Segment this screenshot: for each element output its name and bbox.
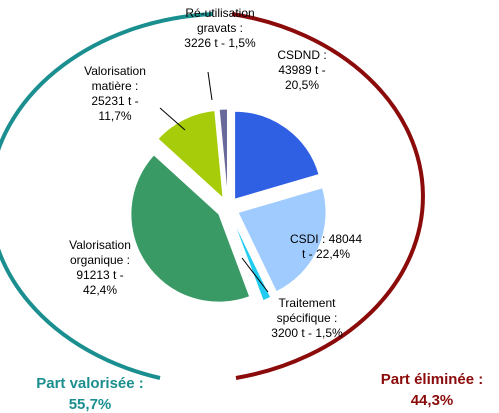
data-label: Traitement bbox=[279, 296, 337, 310]
annotation: 44,3% bbox=[411, 392, 454, 409]
leader-line bbox=[241, 257, 269, 293]
data-label: Valorisation bbox=[69, 238, 131, 252]
data-label: 3226 t - 1,5% bbox=[184, 36, 256, 50]
data-label: Valorisation bbox=[84, 64, 146, 78]
data-label: CSDND : bbox=[277, 48, 326, 62]
data-label: spécifique : bbox=[277, 311, 338, 325]
data-label: 42,4% bbox=[83, 283, 117, 297]
pie-slice bbox=[157, 110, 224, 200]
data-label: CSDI : 48044 bbox=[290, 232, 362, 246]
pie-slice bbox=[218, 108, 228, 198]
data-label: 25231 t - bbox=[91, 94, 138, 108]
pie bbox=[130, 108, 327, 303]
pie-slice bbox=[130, 154, 251, 303]
pie-slice bbox=[231, 217, 272, 302]
annotation: Part éliminée : bbox=[381, 371, 484, 388]
data-label: 3200 t - 1,5% bbox=[271, 326, 343, 340]
pie-slice bbox=[234, 110, 320, 200]
leader-line bbox=[207, 71, 213, 101]
data-label: 91213 t - bbox=[76, 268, 123, 282]
data-label: t - 22,4% bbox=[302, 247, 350, 261]
data-label: organique : bbox=[70, 253, 130, 267]
data-label: gravats : bbox=[197, 21, 243, 35]
annotation: Part valorisée : bbox=[36, 375, 144, 392]
eliminated-arc bbox=[231, 12, 425, 380]
pie-slice bbox=[237, 187, 327, 293]
data-label: matière : bbox=[92, 79, 139, 93]
leader-line bbox=[159, 107, 186, 131]
data-label: 20,5% bbox=[285, 78, 319, 92]
data-label: Ré-utilisation bbox=[185, 6, 254, 20]
data-label: 11,7% bbox=[98, 109, 131, 123]
data-label: 43989 t - bbox=[278, 63, 325, 77]
valorised-arc bbox=[0, 12, 214, 380]
annotation: 55,7% bbox=[69, 396, 112, 413]
